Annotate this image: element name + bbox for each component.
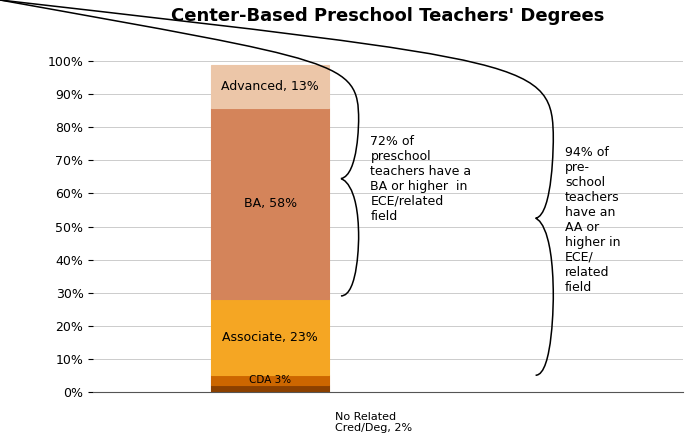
Text: Advanced, 13%: Advanced, 13%	[221, 80, 319, 93]
Text: 94% of
pre-
school
teachers
have an
AA or
higher in
ECE/
related
field: 94% of pre- school teachers have an AA o…	[565, 146, 620, 294]
Bar	[211, 108, 329, 299]
Title: Center-Based Preschool Teachers' Degrees: Center-Based Preschool Teachers' Degrees	[171, 7, 605, 25]
Bar	[211, 375, 329, 385]
Bar	[211, 385, 329, 392]
Text: Associate, 23%: Associate, 23%	[222, 331, 318, 344]
Bar	[211, 65, 329, 108]
Text: CDA 3%: CDA 3%	[249, 375, 291, 385]
Text: No Related
Cred/Deg, 2%: No Related Cred/Deg, 2%	[335, 412, 412, 433]
Bar	[211, 299, 329, 375]
Text: BA, 58%: BA, 58%	[244, 197, 297, 210]
Text: 72% of
preschool
teachers have a
BA or higher  in
ECE/related
field: 72% of preschool teachers have a BA or h…	[371, 134, 471, 223]
